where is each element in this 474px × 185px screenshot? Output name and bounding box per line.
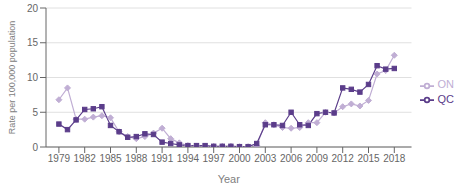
svg-text:2006: 2006 xyxy=(280,153,303,164)
svg-text:1997: 1997 xyxy=(203,153,226,164)
svg-text:2009: 2009 xyxy=(306,153,329,164)
svg-text:2018: 2018 xyxy=(383,153,406,164)
svg-text:15: 15 xyxy=(27,37,39,48)
svg-text:1994: 1994 xyxy=(177,153,200,164)
svg-text:1985: 1985 xyxy=(99,153,122,164)
svg-text:1979: 1979 xyxy=(48,153,71,164)
svg-text:1991: 1991 xyxy=(151,153,174,164)
svg-text:10: 10 xyxy=(27,72,39,83)
html-text:ON: ON xyxy=(437,78,454,91)
svg-text:2012: 2012 xyxy=(332,153,355,164)
svg-text:5: 5 xyxy=(32,107,38,118)
svg-text:Rate per 100,000 population: Rate per 100,000 population xyxy=(8,21,17,135)
svg-text:20: 20 xyxy=(27,3,39,14)
svg-text:1988: 1988 xyxy=(125,153,148,164)
svg-text:2015: 2015 xyxy=(357,153,380,164)
html-text:QC: QC xyxy=(437,92,454,105)
svg-text:Year: Year xyxy=(218,173,241,185)
svg-text:2000: 2000 xyxy=(228,153,251,164)
svg-text:0: 0 xyxy=(32,142,38,153)
svg-text:2003: 2003 xyxy=(254,153,277,164)
svg-text:1982: 1982 xyxy=(74,153,97,164)
